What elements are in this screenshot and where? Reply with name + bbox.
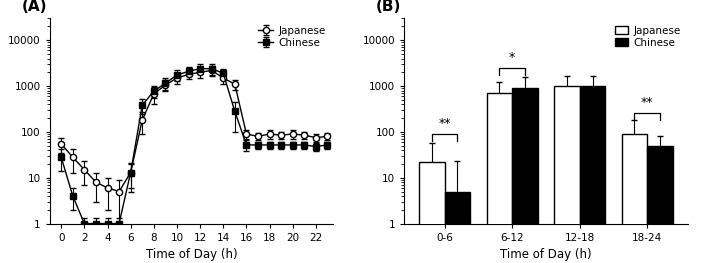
X-axis label: Time of Day (h): Time of Day (h) [500,248,592,261]
Bar [486,93,512,263]
Text: **: ** [641,96,654,109]
X-axis label: Time of Day (h): Time of Day (h) [145,248,238,261]
Bar [512,88,538,263]
Legend: Japanese, Chinese: Japanese, Chinese [256,24,328,50]
Text: **: ** [438,117,451,130]
Bar [419,162,445,263]
Bar [554,86,580,263]
Text: *: * [509,51,515,64]
Bar [647,146,673,263]
Bar [445,191,470,263]
Text: (A): (A) [21,0,47,14]
Legend: Japanese, Chinese: Japanese, Chinese [613,24,683,50]
Bar [622,134,647,263]
Y-axis label: Illuminance (lx): Illuminance (lx) [0,75,2,167]
Text: (B): (B) [376,0,401,14]
Bar [580,86,605,263]
